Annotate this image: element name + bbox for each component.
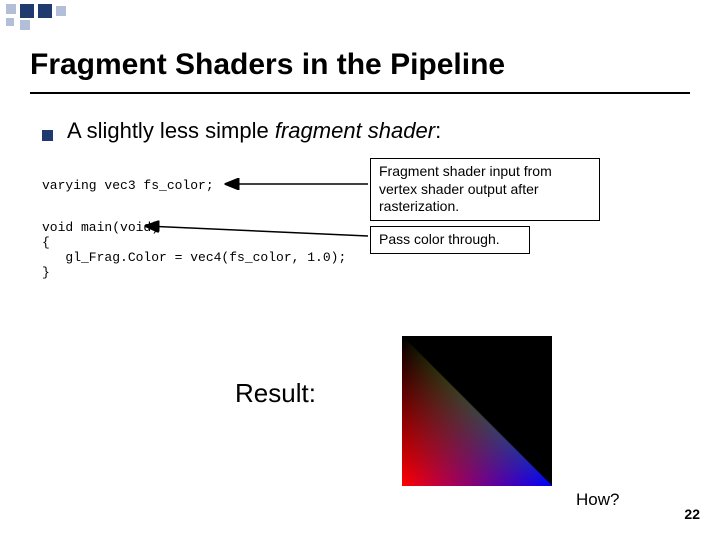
result-label: Result: [235,378,316,409]
bullet-prefix: A slightly less simple [67,118,275,143]
square-bullet-icon [42,130,53,141]
bullet-emph: fragment shader [275,118,435,143]
bullet-text: A slightly less simple fragment shader: [67,118,441,144]
arrow-icon [0,164,720,364]
bullet-suffix: : [435,118,441,143]
how-question: How? [576,490,619,510]
bullet-item: A slightly less simple fragment shader: [0,118,720,164]
title-rule [30,92,690,94]
annotated-code-region: varying vec3 fs_color; void main(void) {… [0,164,720,304]
corner-decoration [0,0,150,30]
page-number: 22 [684,506,700,522]
result-label-row: Result: [235,378,316,409]
result-gradient-image [402,336,552,486]
